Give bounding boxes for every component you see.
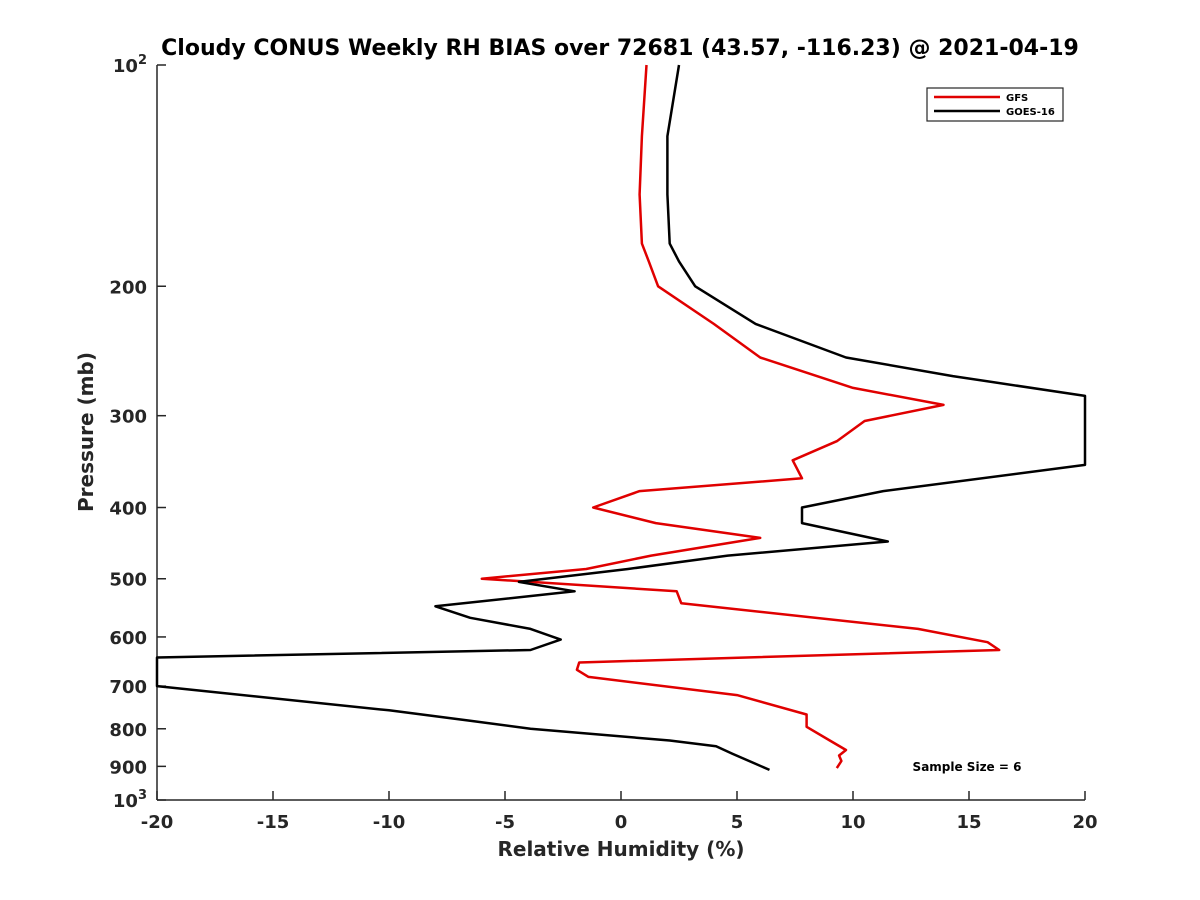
y-tick-label: 300: [109, 407, 147, 428]
y-tick-base: 10: [113, 56, 138, 77]
legend-label-gfs: GFS: [1006, 93, 1028, 104]
series-line-gfs: [480, 64, 1001, 769]
y-tick-label: 103: [113, 788, 147, 812]
y-tick-label: 102: [113, 53, 147, 77]
x-tick-label: -20: [141, 812, 174, 833]
x-tick-label: 0: [615, 812, 628, 833]
x-tick-label: -10: [373, 812, 406, 833]
y-tick-base: 10: [113, 791, 138, 812]
x-tick-label: -15: [257, 812, 290, 833]
x-tick-label: -5: [495, 812, 515, 833]
y-tick-label: 200: [109, 277, 147, 298]
legend-label-goes16: GOES-16: [1006, 107, 1055, 118]
series-line-goes-16: [155, 64, 1087, 772]
legend-box: [926, 87, 1064, 122]
plot-area: [157, 65, 1085, 800]
y-tick-exponent: 2: [138, 53, 147, 68]
y-axis-label: Pressure (mb): [74, 352, 98, 512]
legend: GFS GOES-16: [926, 87, 1064, 122]
y-tick-label: 900: [109, 757, 147, 778]
y-tick-label: 600: [109, 628, 147, 649]
y-tick-exponent: 3: [138, 788, 147, 803]
y-tick-label: 400: [109, 499, 147, 520]
x-tick-label: 15: [956, 812, 981, 833]
x-axis-label: Relative Humidity (%): [497, 837, 744, 861]
series-layer: [155, 64, 1087, 772]
y-tick-label: 800: [109, 720, 147, 741]
axes: [156, 65, 1085, 801]
x-tick-label: 5: [731, 812, 744, 833]
y-tick-label: 500: [109, 570, 147, 591]
y-tick-label: 700: [109, 677, 147, 698]
x-ticks: -20 -15 -10 -5 0 5 10 15 20: [141, 791, 1098, 833]
chart-title: Cloudy CONUS Weekly RH BIAS over 72681 (…: [161, 36, 1079, 61]
x-tick-label: 20: [1072, 812, 1097, 833]
x-tick-label: 10: [840, 812, 865, 833]
sample-size-annotation: Sample Size = 6: [913, 760, 1022, 774]
